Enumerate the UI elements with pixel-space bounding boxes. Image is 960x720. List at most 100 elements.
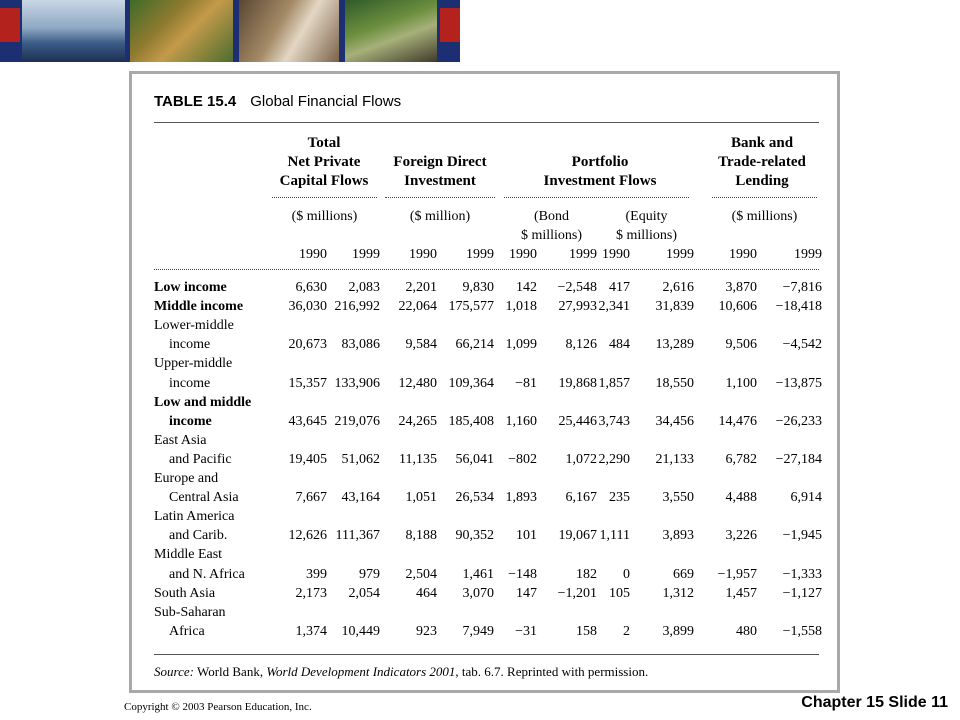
table-cell: 1,893 bbox=[505, 490, 538, 506]
table-heading: TABLE 15.4 Global Financial Flows bbox=[154, 93, 401, 110]
table-cell: 27,993 bbox=[558, 299, 598, 315]
table-cell: 109,364 bbox=[448, 375, 495, 391]
table-row: income 20,673 83,086 9,584 66,214 1,099 8,126 4… bbox=[132, 335, 843, 354]
unit-label: ($ million) bbox=[409, 209, 471, 224]
table-cell: 20,673 bbox=[288, 337, 328, 353]
unit-line: $ millions) bbox=[520, 228, 583, 243]
table-row: Middle income 36,030 216,992 22,064 175,577 1… bbox=[132, 297, 843, 316]
table-cell: 11,135 bbox=[399, 451, 437, 467]
table-row: Middle East bbox=[132, 545, 843, 564]
table-cell: 105 bbox=[609, 585, 630, 601]
table-cell: 36,030 bbox=[288, 299, 328, 315]
year-label: 1990 bbox=[299, 247, 327, 262]
table-cell: 2,173 bbox=[295, 585, 328, 601]
header-portfolio: Portfolio Investment Flows bbox=[510, 153, 690, 191]
table-cell: 19,868 bbox=[558, 375, 598, 391]
table-cell: 56,041 bbox=[455, 451, 495, 467]
bottom-rule bbox=[154, 654, 819, 655]
group-rule bbox=[712, 197, 817, 198]
top-rule bbox=[154, 122, 819, 123]
table-cell: 6,630 bbox=[295, 280, 328, 295]
year-label: 1990 bbox=[509, 247, 537, 262]
year-label: 1990 bbox=[602, 247, 630, 262]
row-label: income bbox=[169, 337, 211, 353]
table-cell: 83,086 bbox=[341, 337, 381, 353]
banner-accent-left bbox=[0, 8, 20, 42]
table-number: TABLE 15.4 bbox=[154, 93, 237, 110]
header-line: Capital Flows bbox=[279, 173, 369, 189]
table-cell: 399 bbox=[306, 566, 327, 582]
row-label: income bbox=[169, 413, 212, 429]
header-bank-lending: Bank and Trade-related Lending bbox=[702, 134, 822, 191]
table-cell: 7,949 bbox=[462, 623, 495, 639]
table-cell: 1,461 bbox=[462, 566, 495, 582]
table-cell: −31 bbox=[515, 623, 537, 639]
table-cell: 15,357 bbox=[288, 375, 328, 391]
table-cell: 12,480 bbox=[398, 375, 438, 391]
header-line: Lending bbox=[735, 173, 789, 189]
table-cell: 10,449 bbox=[341, 623, 381, 639]
table-cell: 2,616 bbox=[662, 280, 695, 295]
table-cell: −1,558 bbox=[782, 623, 822, 639]
table-row: and Pacific 19,405 51,062 11,135 56,041 −802 1… bbox=[132, 450, 843, 469]
table-row: Africa 1,374 10,449 923 7,949 −31 158 2 3,899 480… bbox=[132, 622, 843, 641]
header-banner bbox=[0, 0, 960, 62]
table-cell: 464 bbox=[416, 585, 437, 601]
table-cell: 235 bbox=[609, 490, 630, 506]
year-label: 1999 bbox=[794, 247, 822, 262]
table-cell: 8,126 bbox=[565, 337, 598, 353]
table-cell: −81 bbox=[515, 375, 537, 391]
table-cell: 1,072 bbox=[565, 451, 598, 467]
source-text: World Bank, bbox=[193, 664, 267, 679]
header-line: Net Private bbox=[287, 154, 361, 170]
table-cell: 3,226 bbox=[725, 528, 758, 544]
table-cell: 417 bbox=[609, 280, 630, 295]
table-cell: 19,405 bbox=[288, 451, 328, 467]
table-cell: 1,457 bbox=[725, 585, 758, 601]
table-row: Latin America bbox=[132, 507, 843, 526]
table-cell: −18,418 bbox=[775, 299, 822, 315]
table-cell: 158 bbox=[576, 623, 597, 639]
table-cell: 979 bbox=[359, 566, 380, 582]
table-cell: −1,945 bbox=[782, 528, 822, 544]
table-cell: 1,160 bbox=[505, 413, 538, 429]
table-cell: 2,290 bbox=[598, 451, 631, 467]
table-cell: 18,550 bbox=[655, 375, 695, 391]
year-label: 1999 bbox=[352, 247, 380, 262]
table-cell: 90,352 bbox=[455, 528, 495, 544]
row-label: Europe and bbox=[154, 471, 219, 486]
copyright-notice: Copyright © 2003 Pearson Education, Inc. bbox=[124, 701, 312, 713]
table-cell: 147 bbox=[516, 585, 537, 601]
table-cell: 2,054 bbox=[348, 585, 381, 601]
unit-label: ($ millions) bbox=[731, 209, 798, 224]
table-cell: −2,548 bbox=[557, 280, 597, 295]
unit-bond: (Bond $ millions) bbox=[504, 207, 599, 245]
source-text: , tab. 6.7. Reprinted with permission. bbox=[455, 664, 649, 679]
table-cell: 669 bbox=[673, 566, 694, 582]
unit-line: (Bond bbox=[534, 209, 569, 224]
row-label: and Carib. bbox=[169, 528, 228, 544]
table-title: Global Financial Flows bbox=[250, 93, 402, 110]
table-cell: 6,782 bbox=[725, 451, 758, 467]
table-cell: 2,504 bbox=[405, 566, 438, 582]
group-rule bbox=[385, 197, 495, 198]
table-cell: 185,408 bbox=[448, 413, 495, 429]
table-cell: 8,188 bbox=[405, 528, 438, 544]
table-row: Lower-middle bbox=[132, 316, 843, 335]
table-cell: −1,333 bbox=[782, 566, 822, 582]
row-label: income bbox=[169, 375, 211, 391]
table-cell: 66,214 bbox=[455, 337, 495, 353]
row-label: Sub-Saharan bbox=[154, 604, 226, 620]
market-photo bbox=[130, 0, 233, 62]
table-cell: 21,133 bbox=[655, 451, 695, 467]
table-cell: 24,265 bbox=[398, 413, 438, 429]
table-cell: 1,051 bbox=[405, 490, 438, 506]
harbor-photo bbox=[22, 0, 125, 62]
table-row: South Asia 2,173 2,054 464 3,070 147 −1,201 105… bbox=[132, 584, 843, 603]
table-cell: 1,312 bbox=[662, 585, 695, 601]
table-row: income 43,645 219,076 24,265 185,408 1,160 25,… bbox=[132, 412, 843, 431]
row-label: and Pacific bbox=[169, 451, 232, 467]
table-row: Central Asia 7,667 43,164 1,051 26,534 1,893 6… bbox=[132, 488, 843, 507]
table-cell: −1,127 bbox=[782, 585, 822, 601]
header-line: Foreign Direct bbox=[393, 154, 487, 170]
